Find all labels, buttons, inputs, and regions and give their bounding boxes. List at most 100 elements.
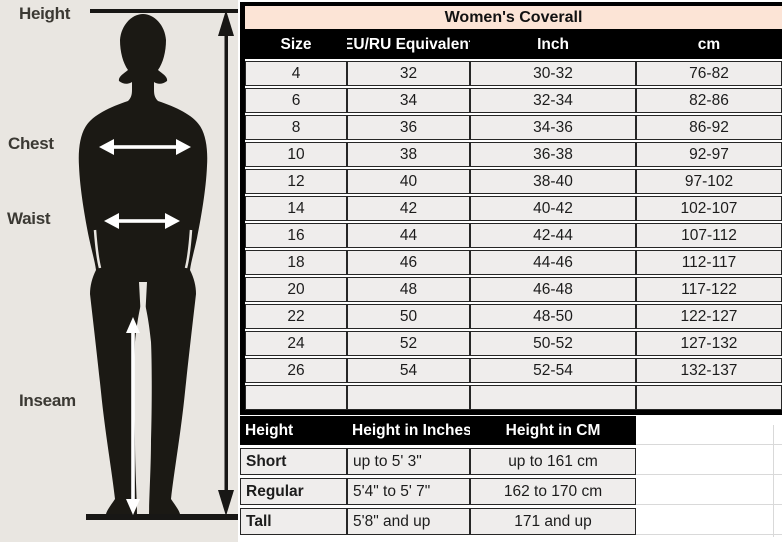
inseam-measure-arrow-icon <box>126 317 140 515</box>
table-row: 14 42 40-42 102-107 <box>245 196 782 221</box>
eu-ru-cell: 52 <box>347 331 470 356</box>
table-row: 16 44 42-44 107-112 <box>245 223 782 248</box>
height-table-header-bar: Height Height in Inches Height in CM <box>240 416 636 445</box>
eu-ru-cell: 40 <box>347 169 470 194</box>
table-row: 26 54 52-54 132-137 <box>245 358 782 383</box>
eu-ru-cell <box>347 385 470 410</box>
height-cm-cell: 162 to 170 cm <box>470 478 636 505</box>
size-cell: 26 <box>245 358 347 383</box>
top-reference-line <box>90 9 238 13</box>
cm-cell: 102-107 <box>636 196 782 221</box>
table-title: Women's Coverall <box>245 6 782 31</box>
table-row: 22 50 48-50 122-127 <box>245 304 782 329</box>
eu-ru-column-header: EU/RU Equivalent <box>347 36 470 53</box>
left-arm-gap <box>93 229 102 269</box>
size-cell: 22 <box>245 304 347 329</box>
table-row: 20 48 46-48 117-122 <box>245 277 782 302</box>
table-row: 24 52 50-52 127-132 <box>245 331 782 356</box>
cm-cell: 122-127 <box>636 304 782 329</box>
size-cell: 24 <box>245 331 347 356</box>
cm-cell: 76-82 <box>636 61 782 86</box>
empty-cell <box>636 478 782 505</box>
inch-cell: 52-54 <box>470 358 636 383</box>
cm-cell: 127-132 <box>636 331 782 356</box>
inch-cell: 48-50 <box>470 304 636 329</box>
cm-cell: 92-97 <box>636 142 782 167</box>
inch-cell: 40-42 <box>470 196 636 221</box>
height-cm-cell: 171 and up <box>470 508 636 535</box>
eu-ru-cell: 42 <box>347 196 470 221</box>
cm-cell: 97-102 <box>636 169 782 194</box>
height-table: Height Height in Inches Height in CM Sho… <box>240 416 782 535</box>
table-row: Tall 5'8" and up 171 and up <box>240 508 782 535</box>
spreadsheet-gridline <box>773 425 774 537</box>
size-cell: 18 <box>245 250 347 275</box>
size-cell: 20 <box>245 277 347 302</box>
height-label: Height <box>19 4 71 23</box>
inseam-label: Inseam <box>19 391 76 410</box>
inch-cell: 32-34 <box>470 88 636 113</box>
size-cell: 10 <box>245 142 347 167</box>
empty-cell <box>636 448 782 475</box>
table-row: 4 32 30-32 76-82 <box>245 61 782 86</box>
right-arm-gap <box>184 229 193 269</box>
body-silhouette-figure <box>0 0 238 542</box>
cm-cell: 86-92 <box>636 115 782 140</box>
size-table-header: Size EU/RU Equivalent Inch cm <box>245 31 782 59</box>
table-row: Regular 5'4" to 5' 7" 162 to 170 cm <box>240 478 782 505</box>
size-cell: 12 <box>245 169 347 194</box>
inch-cell: 30-32 <box>470 61 636 86</box>
empty-cell <box>636 508 782 535</box>
cm-cell <box>636 385 782 410</box>
leg-gap <box>139 282 147 514</box>
inch-cell: 42-44 <box>470 223 636 248</box>
height-cm-cell: up to 161 cm <box>470 448 636 475</box>
size-cell <box>245 385 347 410</box>
eu-ru-cell: 44 <box>347 223 470 248</box>
eu-ru-cell: 38 <box>347 142 470 167</box>
table-row: Short up to 5' 3" up to 161 cm <box>240 448 782 475</box>
height-column-header: Height <box>245 421 294 439</box>
chest-measure-arrow-icon <box>99 139 191 155</box>
size-cell: 8 <box>245 115 347 140</box>
eu-ru-cell: 36 <box>347 115 470 140</box>
cm-cell: 112-117 <box>636 250 782 275</box>
cm-cell: 82-86 <box>636 88 782 113</box>
size-chart-table-pane: Women's Coverall Size EU/RU Equivalent I… <box>240 0 782 542</box>
inch-cell <box>470 385 636 410</box>
eu-ru-cell: 34 <box>347 88 470 113</box>
eu-ru-cell: 50 <box>347 304 470 329</box>
table-row: 6 34 32-34 82-86 <box>245 88 782 113</box>
eu-ru-cell: 54 <box>347 358 470 383</box>
waist-measure-arrow-icon <box>104 213 180 229</box>
inch-cell: 44-46 <box>470 250 636 275</box>
inch-cell: 46-48 <box>470 277 636 302</box>
height-category-cell: Regular <box>240 478 347 505</box>
height-inches-cell: 5'8" and up <box>347 508 470 535</box>
height-table-header: Height Height in Inches Height in CM <box>240 416 782 445</box>
height-category-cell: Tall <box>240 508 347 535</box>
height-inches-cell: up to 5' 3" <box>347 448 470 475</box>
height-category-cell: Short <box>240 448 347 475</box>
height-inches-cell: 5'4" to 5' 7" <box>347 478 470 505</box>
cm-column-header: cm <box>697 36 721 53</box>
empty-cell <box>636 416 782 445</box>
table-row: 18 46 44-46 112-117 <box>245 250 782 275</box>
size-cell: 16 <box>245 223 347 248</box>
chest-label: Chest <box>8 134 54 153</box>
inch-cell: 50-52 <box>470 331 636 356</box>
eu-ru-cell: 32 <box>347 61 470 86</box>
inch-cell: 38-40 <box>470 169 636 194</box>
table-row: 8 36 34-36 86-92 <box>245 115 782 140</box>
size-cell: 4 <box>245 61 347 86</box>
height-cm-column-header: Height in CM <box>505 421 601 439</box>
waist-label: Waist <box>7 209 51 228</box>
inch-column-header: Inch <box>537 36 569 53</box>
cm-cell: 117-122 <box>636 277 782 302</box>
inch-cell: 34-36 <box>470 115 636 140</box>
table-row <box>245 385 782 410</box>
height-measure-arrow-icon <box>218 10 234 516</box>
size-cell: 14 <box>245 196 347 221</box>
cm-cell: 132-137 <box>636 358 782 383</box>
